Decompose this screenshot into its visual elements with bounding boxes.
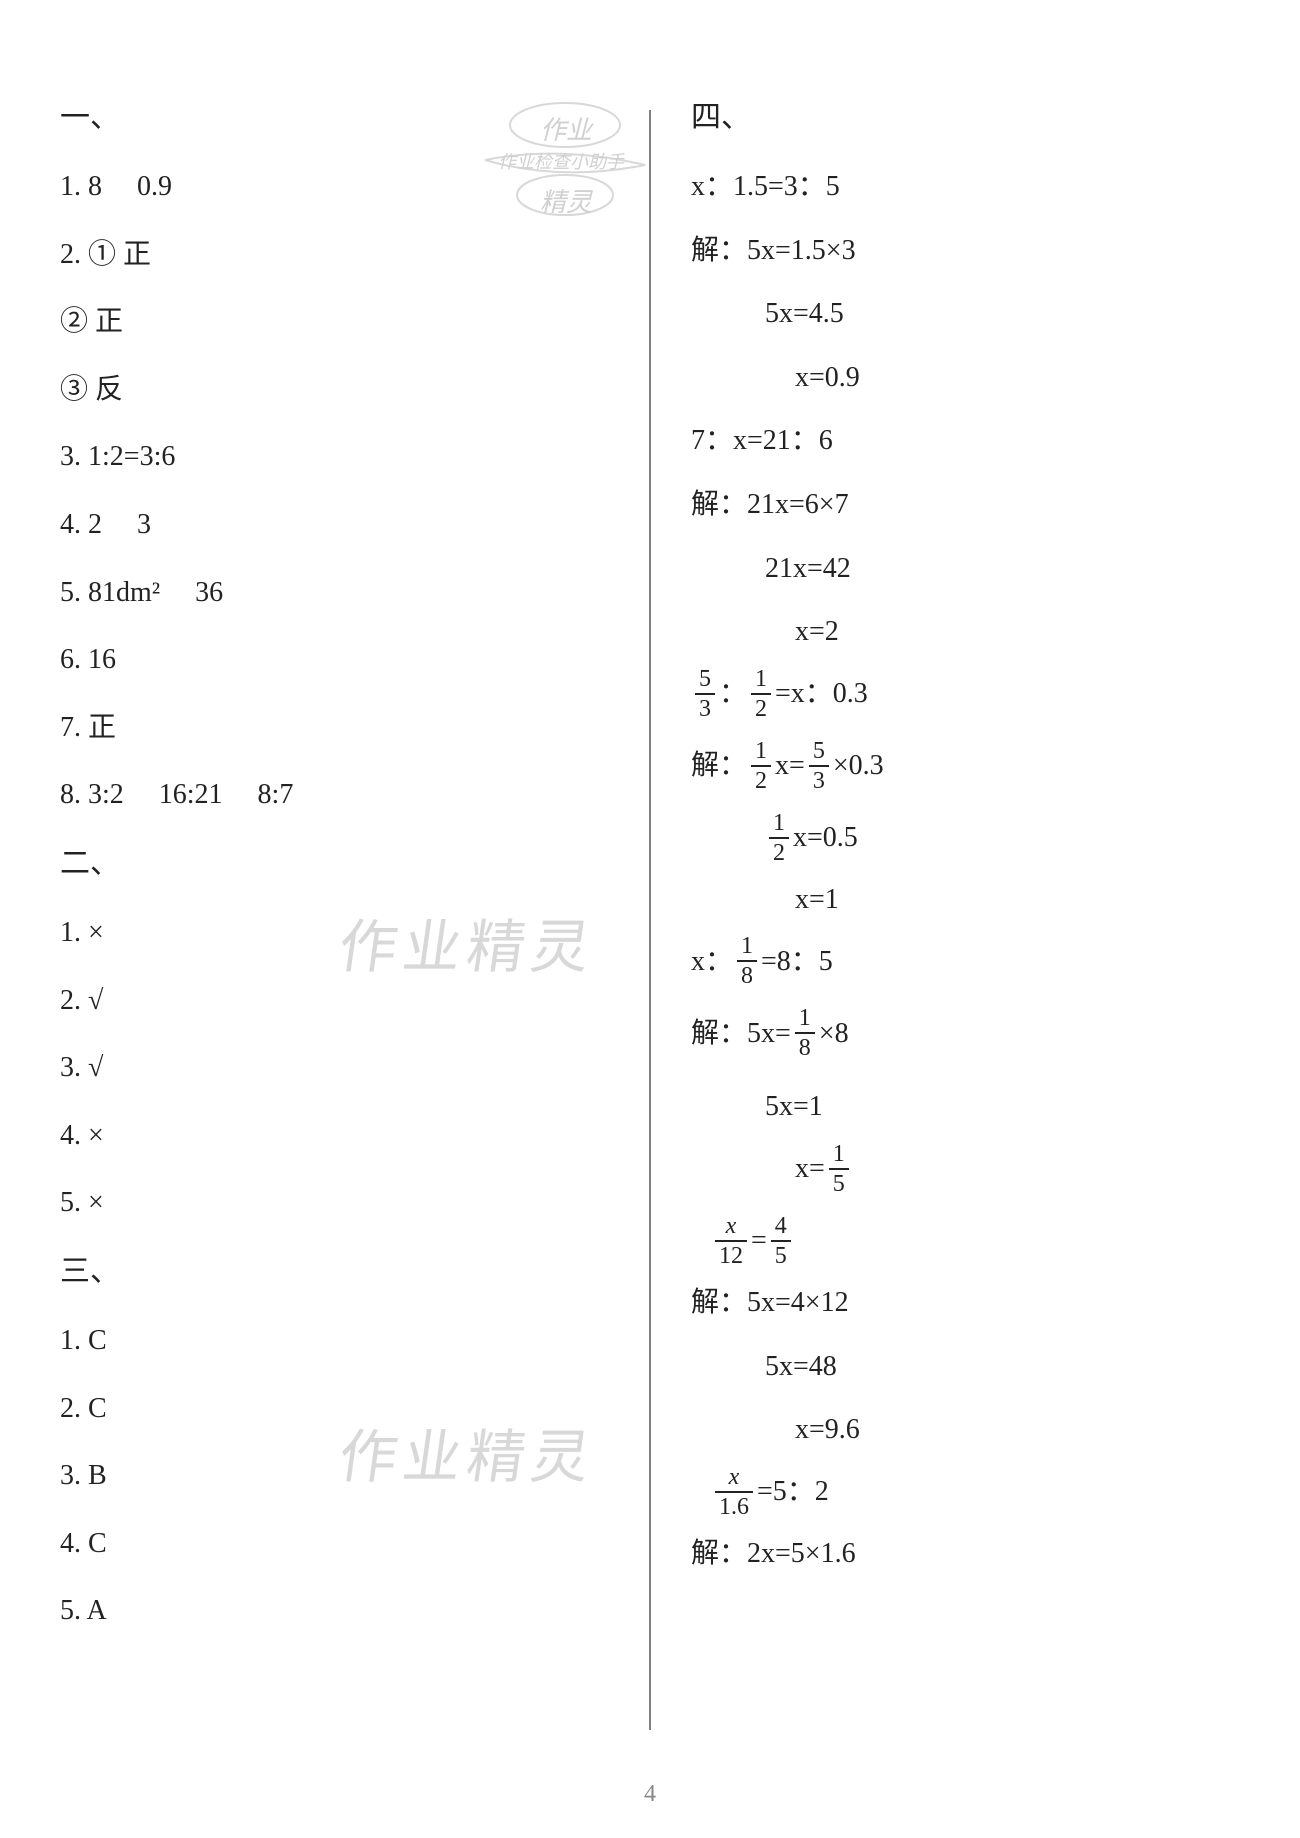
q1-7: 7. 正 — [60, 711, 609, 745]
q3-4: 4. C — [60, 1527, 609, 1561]
eq4-s2: 5x=1 — [691, 1090, 1240, 1124]
eq3-s3: x=1 — [691, 883, 1240, 917]
eq4-s3a: x= — [795, 1152, 825, 1186]
frac-den: 2 — [751, 693, 771, 721]
eq1-s1: 解：5x=1.5×3 — [691, 234, 1240, 268]
eq3-t1: ： — [719, 677, 747, 711]
eq4-s1: 解：5x= 18 ×8 — [691, 1006, 1240, 1060]
section-2-heading: 二、 — [60, 846, 609, 882]
eq6-s1: 解：2x=5×1.6 — [691, 1537, 1240, 1571]
eq4-s3: x= 15 — [691, 1142, 1240, 1196]
frac-1-5: 15 — [829, 1142, 849, 1196]
eq3: 53 ： 12 =x：0.3 — [691, 667, 1240, 721]
q3-2: 2. C — [60, 1392, 609, 1426]
frac-den: 8 — [795, 1032, 815, 1060]
eq4-s1b: ×8 — [819, 1017, 849, 1051]
frac-num: 1 — [769, 811, 789, 837]
frac-5-3: 53 — [695, 667, 715, 721]
q1-4: 4. 2 3 — [60, 508, 609, 542]
eq1-s2: 5x=4.5 — [691, 297, 1240, 331]
frac-num: x — [722, 1214, 741, 1240]
section-4-heading: 四、 — [691, 100, 1240, 136]
eq6-t: =5：2 — [757, 1475, 829, 1509]
eq3-s2: 12 x=0.5 — [691, 811, 1240, 865]
eq4: x： 18 =8：5 — [691, 934, 1240, 988]
q1-2b: ② 正 — [60, 305, 609, 339]
frac-num: 1 — [795, 1006, 815, 1032]
frac-x-12: x12 — [715, 1214, 747, 1268]
eq3-s1: 解： 12 x= 53 ×0.3 — [691, 739, 1240, 793]
q3-3: 3. B — [60, 1459, 609, 1493]
frac-1-2: 12 — [751, 739, 771, 793]
eq1: x：1.5=3：5 — [691, 170, 1240, 204]
eq3-s1a: 解： — [691, 749, 747, 783]
right-column: 四、 x：1.5=3：5 解：5x=1.5×3 5x=4.5 x=0.9 7：x… — [651, 100, 1240, 1798]
section-3-heading: 三、 — [60, 1254, 609, 1290]
eq5-s2: 5x=48 — [691, 1350, 1240, 1384]
frac-num: 5 — [695, 667, 715, 693]
eq4-t2: =8：5 — [761, 945, 833, 979]
q2-5: 5. × — [60, 1186, 609, 1220]
q3-1: 1. C — [60, 1324, 609, 1358]
eq3-s1c: ×0.3 — [833, 749, 884, 783]
eq5: x12 = 45 — [691, 1214, 1240, 1268]
q2-4: 4. × — [60, 1119, 609, 1153]
frac-x-1p6: x1.6 — [715, 1465, 753, 1519]
q1-1: 1. 8 0.9 — [60, 170, 609, 204]
frac-num: 1 — [751, 667, 771, 693]
page: 作业 作业检查小助手 精灵 作业精灵 作业精灵 一、 1. 8 0.9 2. ①… — [0, 0, 1300, 1838]
eq1-s3: x=0.9 — [691, 361, 1240, 395]
q2-1: 1. × — [60, 916, 609, 950]
left-column: 一、 1. 8 0.9 2. ① 正 ② 正 ③ 反 3. 1:2=3:6 4.… — [60, 100, 649, 1798]
page-number: 4 — [0, 1781, 1300, 1808]
eq5-s1: 解：5x=4×12 — [691, 1286, 1240, 1320]
q1-2c: ③ 反 — [60, 373, 609, 407]
q1-5: 5. 81dm² 36 — [60, 576, 609, 610]
eq3-s2a: x=0.5 — [793, 821, 858, 855]
eq4-s1a: 解：5x= — [691, 1017, 791, 1051]
frac-1-2: 12 — [769, 811, 789, 865]
q2-3: 3. √ — [60, 1051, 609, 1085]
eq2: 7：x=21：6 — [691, 424, 1240, 458]
eq6: x1.6 =5：2 — [691, 1465, 1240, 1519]
eq3-s1b: x= — [775, 749, 805, 783]
q1-3: 3. 1:2=3:6 — [60, 440, 609, 474]
frac-den: 12 — [715, 1240, 747, 1268]
frac-num: 1 — [737, 934, 757, 960]
eq5-s3: x=9.6 — [691, 1413, 1240, 1447]
frac-den: 3 — [695, 693, 715, 721]
frac-den: 5 — [771, 1240, 791, 1268]
frac-den: 2 — [769, 837, 789, 865]
frac-num: 1 — [829, 1142, 849, 1168]
frac-1-2: 12 — [751, 667, 771, 721]
frac-4-5: 45 — [771, 1214, 791, 1268]
section-1-heading: 一、 — [60, 100, 609, 136]
frac-5-3: 53 — [809, 739, 829, 793]
frac-num: x — [725, 1465, 744, 1491]
eq2-s2: 21x=42 — [691, 552, 1240, 586]
frac-den: 8 — [737, 960, 757, 988]
q3-5: 5. A — [60, 1594, 609, 1628]
q1-8: 8. 3:2 16:21 8:7 — [60, 778, 609, 812]
q1-6: 6. 16 — [60, 643, 609, 677]
eq2-s3: x=2 — [691, 615, 1240, 649]
frac-den: 2 — [751, 765, 771, 793]
eq4-t1: x： — [691, 945, 733, 979]
frac-den: 1.6 — [715, 1491, 753, 1519]
q2-2: 2. √ — [60, 984, 609, 1018]
frac-num: 5 — [809, 739, 829, 765]
frac-num: 1 — [751, 739, 771, 765]
eq5-eq: = — [751, 1224, 767, 1258]
q1-2: 2. ① 正 — [60, 238, 609, 272]
frac-den: 3 — [809, 765, 829, 793]
frac-num: 4 — [771, 1214, 791, 1240]
frac-1-8: 18 — [737, 934, 757, 988]
eq3-t2: =x：0.3 — [775, 677, 868, 711]
frac-den: 5 — [829, 1168, 849, 1196]
eq2-s1: 解：21x=6×7 — [691, 488, 1240, 522]
frac-1-8: 18 — [795, 1006, 815, 1060]
